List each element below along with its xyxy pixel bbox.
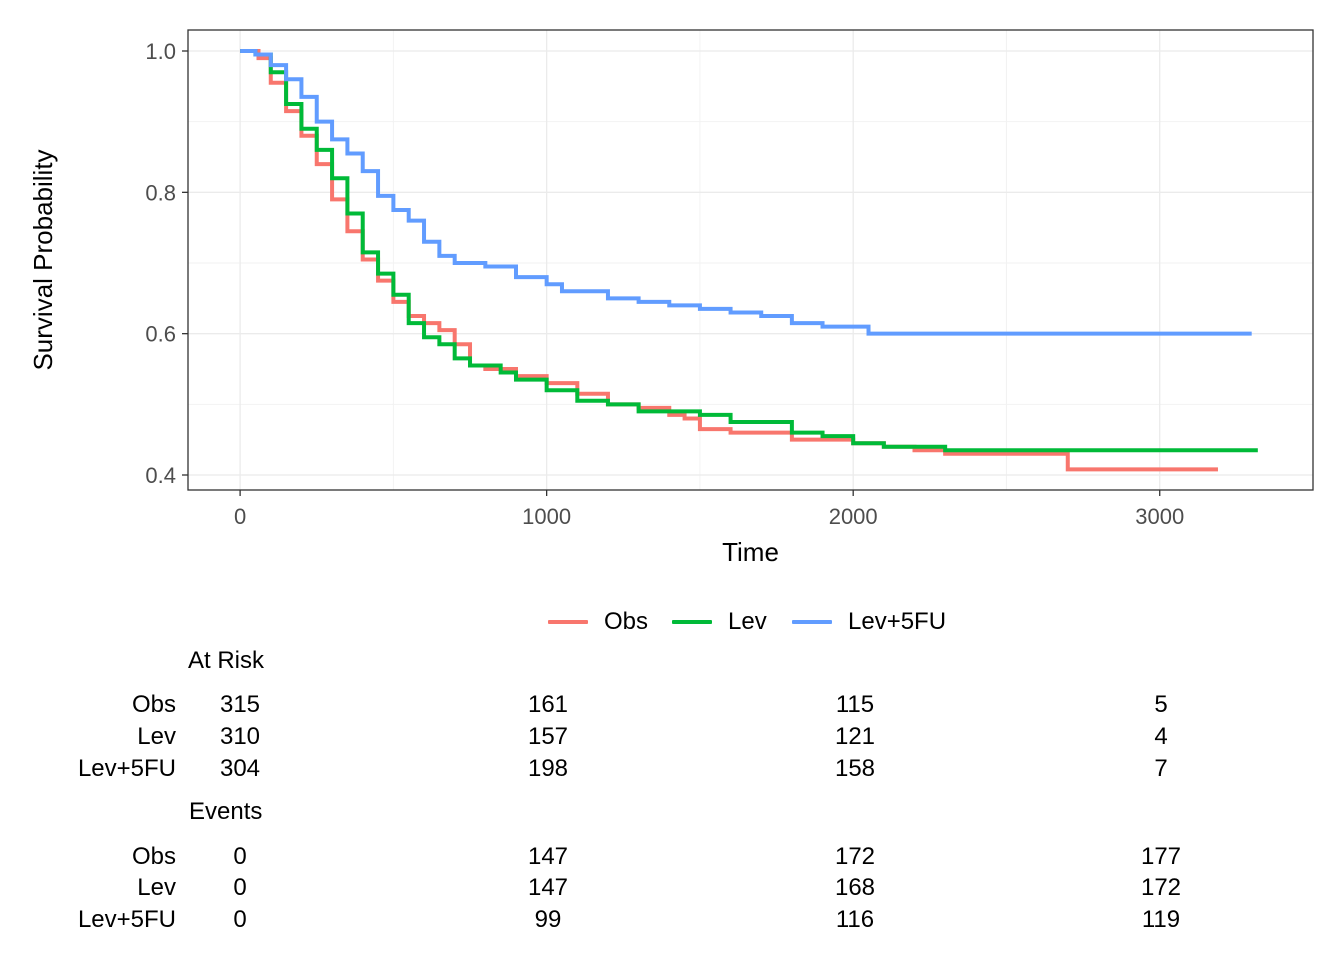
x-tick-label: 3000 xyxy=(1135,504,1184,529)
at-risk-cell: 7 xyxy=(1154,755,1168,782)
x-tick-label: 0 xyxy=(234,504,246,529)
events-cell: 0 xyxy=(233,843,247,870)
y-tick-label: 0.6 xyxy=(145,322,176,347)
at-risk-cell: 158 xyxy=(834,755,876,782)
at-risk-cell: 198 xyxy=(527,755,569,782)
events-cell: 168 xyxy=(834,874,876,901)
events-cell: 147 xyxy=(527,843,569,870)
events-cell: 147 xyxy=(527,874,569,901)
at-risk-row-label: Lev+5FU xyxy=(77,755,176,782)
at-risk-cell: 161 xyxy=(527,691,569,718)
events-row-label: Obs xyxy=(131,843,176,870)
legend-item-lev: Lev xyxy=(672,602,767,642)
legend-label-obs: Obs xyxy=(604,608,649,635)
events-cell: 177 xyxy=(1140,843,1182,870)
legend-item-obs: Obs xyxy=(548,602,648,642)
legend: Obs Lev Lev+5FU xyxy=(0,602,1344,642)
at-risk-cell: 4 xyxy=(1154,723,1168,750)
events-cell: 0 xyxy=(233,874,247,901)
y-tick-label: 0.8 xyxy=(145,180,176,205)
series-line-lev xyxy=(240,49,1258,453)
y-tick-label: 0.4 xyxy=(145,463,176,488)
at-risk-title: At Risk xyxy=(188,647,265,674)
legend-key-lev5fu xyxy=(792,620,832,624)
at-risk-row-label: Lev xyxy=(137,723,176,750)
x-tick-label: 2000 xyxy=(829,504,878,529)
legend-item-lev5fu: Lev+5FU xyxy=(792,602,946,642)
km-plot: 0 1000 2000 3000 0.4 0.6 0.8 1.0 Time Survival Pr… xyxy=(28,29,1314,567)
legend-key-obs xyxy=(548,620,588,624)
events-cell: 172 xyxy=(1140,874,1182,901)
events-cell: 116 xyxy=(835,906,875,933)
events-title: Events xyxy=(189,798,263,825)
events-cell: 99 xyxy=(534,906,562,933)
events-cell: 172 xyxy=(834,843,876,870)
events-row-label: Lev xyxy=(137,874,176,901)
at-risk-cell: 157 xyxy=(527,723,569,750)
legend-label-lev5fu: Lev+5FU xyxy=(848,608,947,635)
x-axis-title: Time xyxy=(722,537,779,567)
events-cell: 119 xyxy=(1141,906,1181,933)
legend-label-lev: Lev xyxy=(728,608,767,635)
at-risk-cell: 315 xyxy=(219,691,261,718)
at-risk-cell: 121 xyxy=(834,723,876,750)
plot-border xyxy=(187,29,1314,491)
at-risk-cell: 5 xyxy=(1154,691,1168,718)
at-risk-row-label: Obs xyxy=(131,691,176,718)
at-risk-cell: 304 xyxy=(219,755,261,782)
events-cell: 0 xyxy=(233,906,247,933)
y-axis-title: Survival Probability xyxy=(28,149,58,370)
y-tick-label: 1.0 xyxy=(145,39,176,64)
legend-key-lev xyxy=(672,620,712,624)
at-risk-cell: 115 xyxy=(835,691,875,718)
x-tick-label: 1000 xyxy=(522,504,571,529)
at-risk-cell: 310 xyxy=(219,723,261,750)
events-row-label: Lev+5FU xyxy=(77,906,176,933)
series-line-lev5fu xyxy=(240,49,1252,336)
